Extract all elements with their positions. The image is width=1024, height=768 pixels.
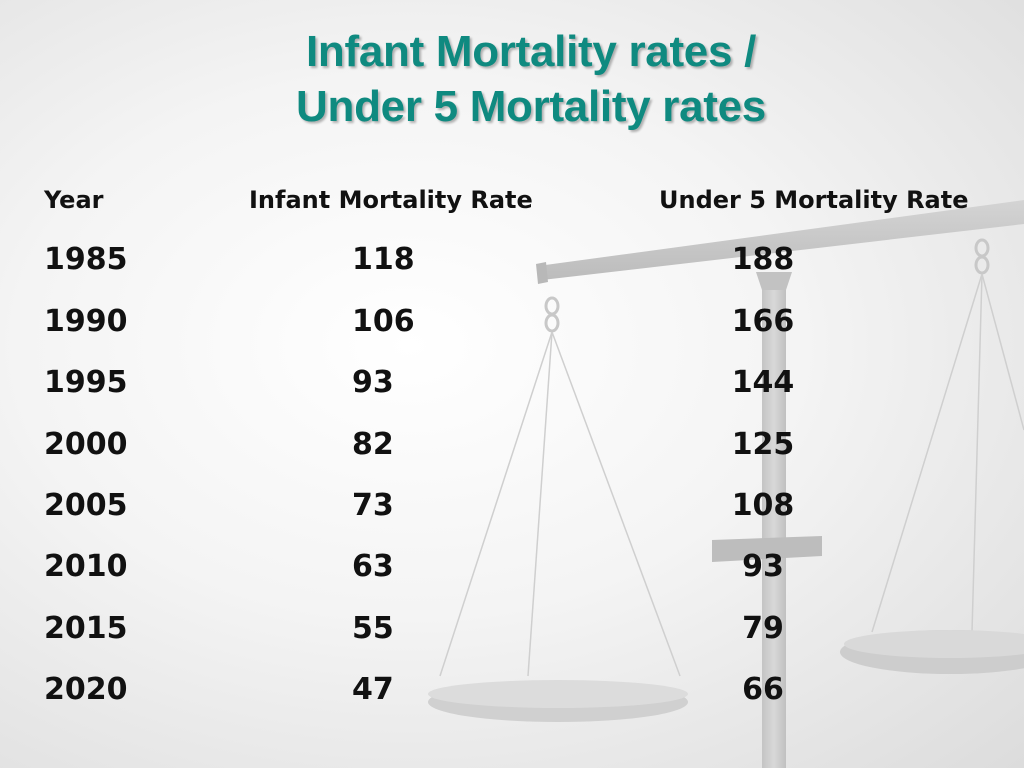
cell-year: 2020	[44, 672, 128, 707]
cell-under5-rate: 79	[742, 611, 784, 646]
header-year: Year	[44, 186, 104, 214]
title-line-2: Under 5 Mortality rates	[296, 82, 766, 131]
header-infant-mortality-rate: Infant Mortality Rate	[249, 186, 533, 214]
table-row: 2010 63 93	[0, 549, 1024, 589]
table-row: 1990 106 166	[0, 304, 1024, 344]
cell-infant-rate: 106	[352, 304, 415, 339]
table-row: 2015 55 79	[0, 611, 1024, 651]
slide-title: Infant Mortality rates / Under 5 Mortali…	[0, 24, 1024, 134]
cell-infant-rate: 73	[352, 488, 394, 523]
title-line-1: Infant Mortality rates /	[306, 27, 756, 76]
cell-year: 2005	[44, 488, 128, 523]
cell-infant-rate: 63	[352, 549, 394, 584]
cell-infant-rate: 93	[352, 365, 394, 400]
cell-under5-rate: 93	[742, 549, 784, 584]
cell-year: 2000	[44, 427, 128, 462]
cell-under5-rate: 166	[731, 304, 795, 339]
cell-year: 1990	[44, 304, 128, 339]
table-row: 2005 73 108	[0, 488, 1024, 528]
table-row: 1985 118 188	[0, 242, 1024, 282]
cell-under5-rate: 66	[742, 672, 784, 707]
cell-year: 1995	[44, 365, 128, 400]
cell-under5-rate: 108	[731, 488, 795, 523]
cell-year: 2015	[44, 611, 128, 646]
table-row: 1995 93 144	[0, 365, 1024, 405]
header-under5-mortality-rate: Under 5 Mortality Rate	[659, 186, 969, 214]
cell-infant-rate: 118	[352, 242, 415, 277]
cell-under5-rate: 188	[731, 242, 795, 277]
table-row: 2020 47 66	[0, 672, 1024, 712]
table-row: 2000 82 125	[0, 427, 1024, 467]
cell-infant-rate: 82	[352, 427, 394, 462]
cell-under5-rate: 125	[731, 427, 795, 462]
cell-infant-rate: 55	[352, 611, 394, 646]
cell-infant-rate: 47	[352, 672, 394, 707]
cell-under5-rate: 144	[731, 365, 795, 400]
cell-year: 1985	[44, 242, 128, 277]
cell-year: 2010	[44, 549, 128, 584]
